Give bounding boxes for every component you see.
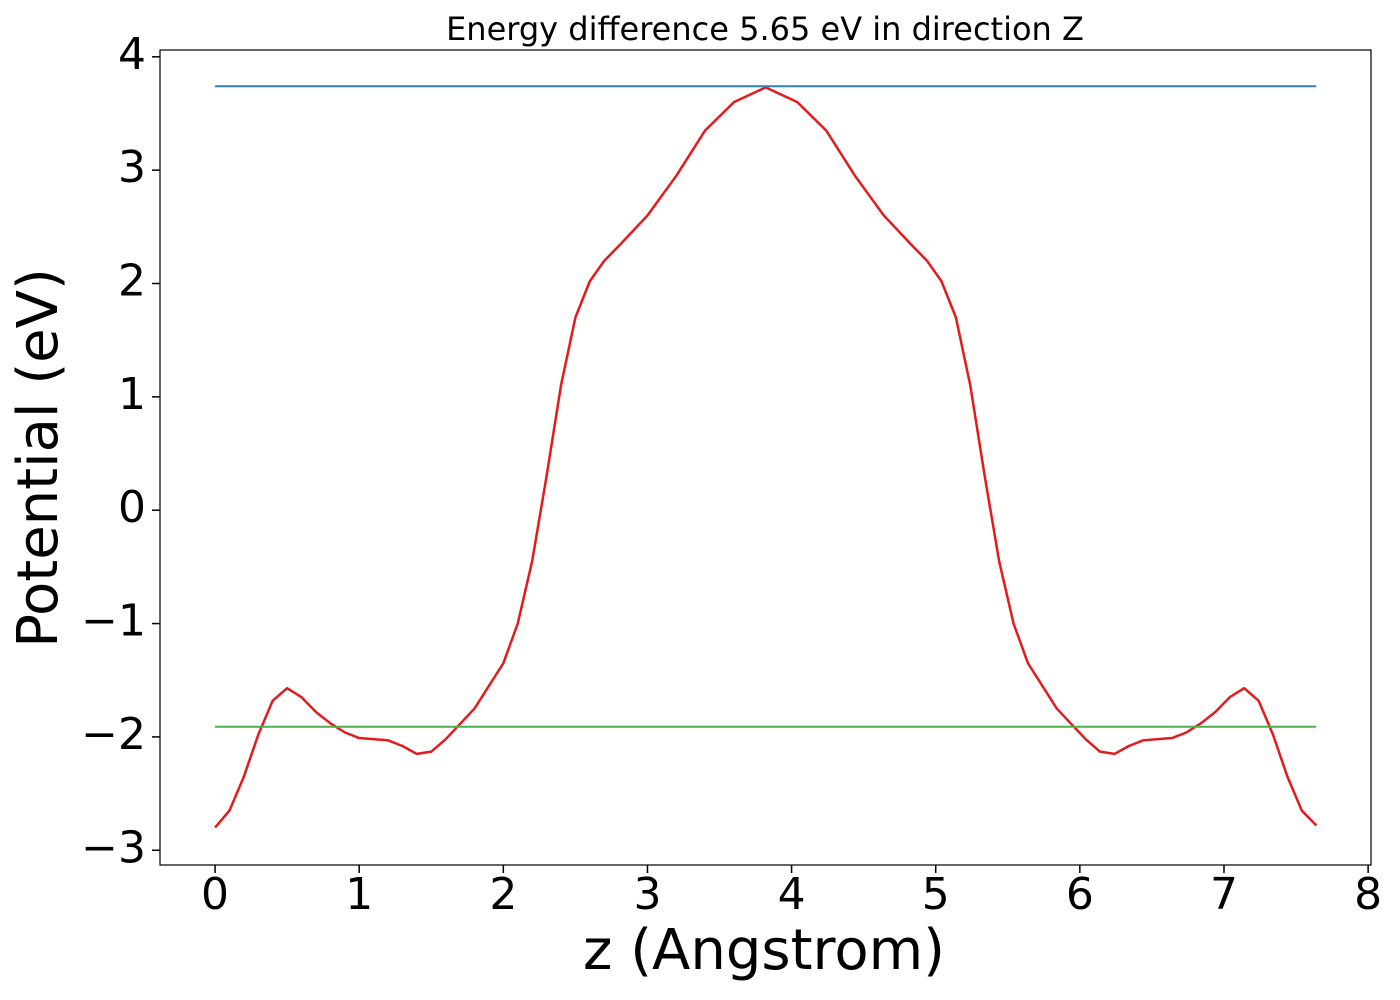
y-axis-label: Potential (eV) bbox=[6, 268, 71, 648]
y-tick-label: 3 bbox=[118, 142, 146, 193]
y-tick-label: 4 bbox=[118, 29, 146, 80]
y-tick-label: −1 bbox=[81, 596, 146, 647]
x-tick-label: 8 bbox=[1354, 869, 1382, 920]
y-tick-label: 2 bbox=[118, 256, 146, 307]
y-tick-label: 0 bbox=[118, 482, 146, 533]
x-tick-label: 2 bbox=[489, 869, 517, 920]
x-tick-label: 5 bbox=[922, 869, 950, 920]
x-tick-label: 1 bbox=[345, 869, 373, 920]
x-tick-label: 6 bbox=[1066, 869, 1094, 920]
y-tick-label: −3 bbox=[81, 822, 146, 873]
y-tick-label: 1 bbox=[118, 369, 146, 420]
plot-frame bbox=[159, 49, 1372, 866]
x-tick-label: 7 bbox=[1210, 869, 1238, 920]
x-tick-label: 0 bbox=[201, 869, 229, 920]
chart-title: Energy difference 5.65 eV in direction Z bbox=[446, 10, 1084, 48]
x-tick-label: 4 bbox=[778, 869, 806, 920]
x-axis-label: z (Angstrom) bbox=[583, 918, 945, 983]
line-series bbox=[214, 86, 1318, 829]
x-tick-label: 3 bbox=[633, 869, 661, 920]
y-tick-label: −2 bbox=[81, 709, 146, 760]
